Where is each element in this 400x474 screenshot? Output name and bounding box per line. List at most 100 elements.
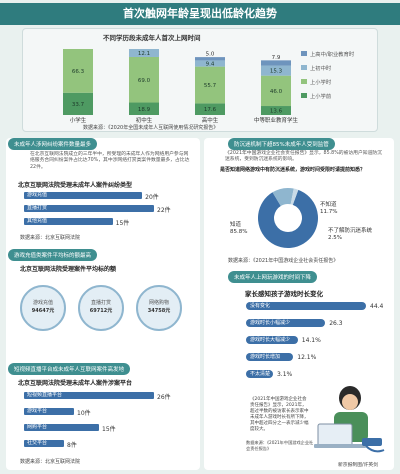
platform-bar: 游戏平台 (24, 408, 74, 415)
stacked-segment (261, 75, 291, 107)
case-type-value: 15件 (115, 220, 130, 227)
stacked-segment (195, 57, 225, 61)
stacked-segment (195, 66, 225, 104)
legend-swatch (301, 79, 307, 84)
stacked-segment (261, 60, 291, 66)
segment-label: 46.0 (270, 89, 283, 95)
segment-label: 69.0 (138, 78, 151, 84)
segment-label: 12.1 (138, 51, 150, 57)
amount-circle: 游戏充值 94647元 (20, 285, 66, 331)
category-label: 初中生 (136, 116, 153, 123)
section5-note: 《2021年中国游戏企业社会责任报告》显示，2021年，超过半数的被访家长表示家… (250, 397, 309, 433)
duration-title: 家长感知孩子游戏时长变化 (245, 290, 323, 298)
duration-value: 3.1% (276, 371, 293, 378)
legend-label: 上高中/职业教育时 (310, 52, 355, 58)
section5-ribbon: 未成年人上网玩游戏的时间下降 (228, 271, 318, 283)
duration-value: 14.1% (301, 337, 321, 344)
legend-swatch (301, 93, 307, 98)
platform-value: 26件 (157, 394, 171, 401)
legend-item: 上高中/职业教育时 (301, 41, 355, 58)
section4-text: 《2021年中国游戏企业社会责任报告》显示，85.8%的被访用户知道防沉迷系统，… (225, 151, 382, 163)
category-label: 高中生 (202, 116, 219, 123)
duration-bar: 游戏时长大幅减少 (246, 336, 298, 344)
pie-category-label: 不知道 (320, 200, 337, 208)
pie-category-label: 知道 (230, 220, 242, 228)
stacked-segment (129, 102, 159, 115)
section5-source: 数据来源：《2021年中国游戏企业社会责任报告》 (246, 440, 314, 451)
case-type-value: 22件 (157, 207, 171, 214)
stacked-segment (129, 56, 159, 103)
case-type-title: 北京互联网法院受理未成年人案件纠纷类型 (18, 182, 133, 189)
stacked-segment (261, 65, 291, 76)
platform-value: 15件 (102, 426, 116, 433)
legend-item: 上小学前 (301, 83, 354, 100)
credit: 新京报制图/许英剑 (338, 463, 378, 468)
stacked-bar-chart: 33.7 66.3 小学生 18.9 69.0 12.1 初中生 17.6 55.7 9.4 5.0… (63, 49, 299, 123)
stacked-legend: 上高中/职业教育时 上初中时 上小学时 上小学前 (301, 41, 355, 100)
duration-bar: 没有变化 (246, 302, 366, 310)
legend-item: 上小学时 (301, 69, 354, 86)
category-label: 中等职业教育学生 (254, 116, 299, 123)
pie-category-label: 不了解防沉迷系统 (328, 226, 373, 234)
segment-label: 15.3 (270, 69, 283, 75)
segment-label: 55.7 (204, 83, 217, 89)
duration-bar: 不太清楚 (246, 370, 273, 378)
amount-value: 94647元 (31, 307, 55, 314)
platform-title: 北京互联网法院受理未成年人案件涉案平台 (18, 380, 133, 387)
case-type-source: 数据来源：北京互联网法院 (20, 235, 81, 241)
platform-bar: 网购平台 (24, 424, 99, 431)
amount-value: 69712元 (89, 307, 113, 314)
case-type-bar: 直播打赏 (24, 205, 154, 212)
section1-text: 在北京互联网法院成立的三年半中，所受理的未成年人作为网络用户参与网络服务合同纠纷… (30, 152, 190, 170)
pie-value-label: 85.8% (230, 229, 247, 235)
legend-swatch (301, 65, 307, 70)
case-type-bar: 其他充值 (24, 218, 113, 225)
segment-label: 33.7 (72, 102, 85, 108)
duration-bar: 游戏时长增加 (246, 353, 294, 361)
amount-category: 网络购物 (148, 300, 169, 306)
section1-ribbon: 未成年人涉网纠纷案件数量最多 (8, 138, 98, 150)
amount-circle: 直播打赏 69712元 (78, 285, 124, 331)
amount-category: 游戏充值 (32, 300, 53, 306)
section4-question: 是否知道网络游戏中有防沉迷系统，游戏时间受限时请提前知悉？ (220, 167, 366, 173)
stacked-segment (195, 103, 225, 115)
stacked-segment (195, 60, 225, 67)
pie-source: 数据来源：《2021年中国游戏企业社会责任报告》 (228, 258, 339, 264)
legend-label: 上小学前 (310, 94, 332, 100)
legend-label: 上小学时 (310, 80, 332, 86)
amount-circle: 网络购物 34758元 (136, 285, 182, 331)
amount-category: 直播打赏 (90, 300, 111, 306)
segment-label: 7.9 (272, 55, 281, 61)
platform-value: 10件 (77, 410, 91, 417)
duration-value: 44.4 (370, 303, 384, 310)
segment-label: 9.4 (206, 62, 215, 68)
section4-ribbon: 防沉迷机制下超85%未成年人受到监管 (228, 138, 335, 150)
stacked-chart-title: 不同学历段未成年人首次上网时间 (103, 34, 201, 42)
pie-value-label: 11.7% (320, 209, 337, 215)
legend-label: 上初中时 (310, 66, 332, 72)
segment-label: 17.6 (204, 107, 217, 113)
legend-swatch (301, 51, 307, 56)
stacked-segment (63, 49, 93, 93)
stacked-segment (129, 49, 159, 57)
stacked-chart-panel: 不同学历段未成年人首次上网时间 33.7 66.3 小学生 18.9 69.0 12.1 初… (22, 28, 378, 132)
case-type-value: 20件 (145, 194, 159, 201)
section3-ribbon: 短视频直播平台成未成年人互联网案件高发地 (8, 363, 131, 375)
child-laptop-illustration (314, 386, 385, 453)
platform-bar: 短视频直播平台 (24, 392, 154, 399)
platform-value: 8件 (67, 442, 77, 449)
platform-bar: 社交平台 (24, 440, 64, 447)
amount-value: 34758元 (147, 307, 171, 314)
stacked-segment (63, 92, 93, 115)
case-type-bar: 游戏充值 (24, 192, 143, 199)
page-title: 首次触网年龄呈现出低龄化趋势 (0, 3, 400, 25)
legend-item: 上初中时 (301, 55, 354, 72)
duration-value: 26.3 (329, 320, 343, 327)
amount-title: 北京互联网法院受理案件平均标的额 (20, 266, 117, 273)
pie-slice (290, 188, 299, 205)
segment-label: 66.3 (72, 69, 85, 75)
section2-ribbon: 游戏充值类案件平均标的额最高 (8, 249, 98, 261)
pie-slice (258, 189, 318, 248)
